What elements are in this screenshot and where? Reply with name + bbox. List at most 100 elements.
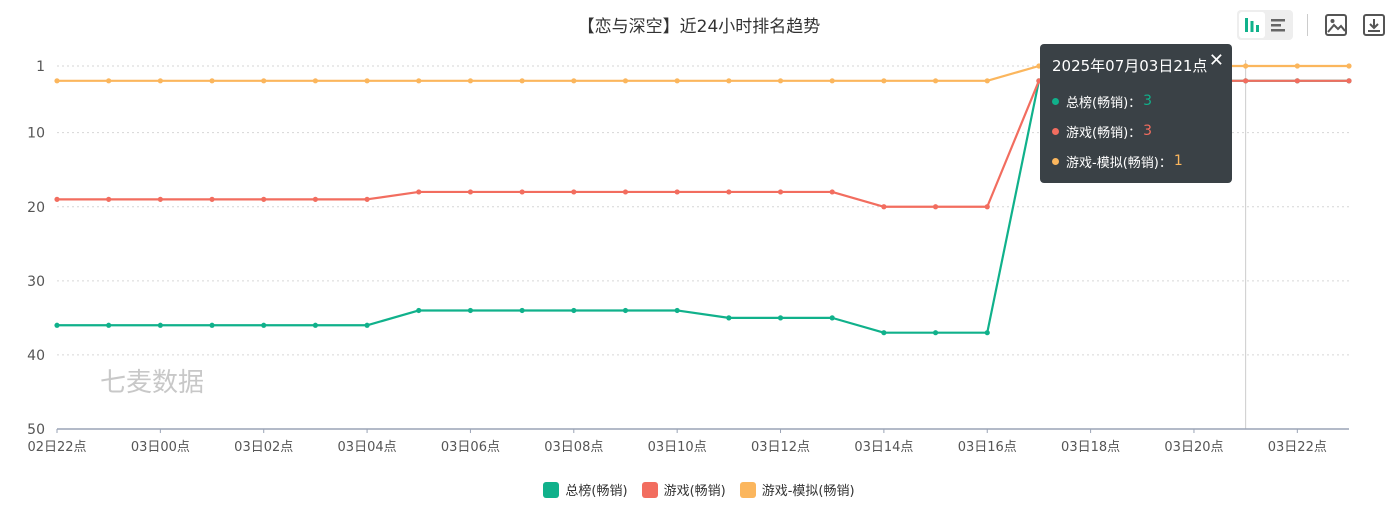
toolbar-divider <box>1307 14 1308 36</box>
data-point <box>1346 78 1352 84</box>
data-point <box>467 189 474 195</box>
data-point <box>364 196 370 202</box>
data-point <box>984 204 990 210</box>
data-point <box>416 307 422 314</box>
series-dot <box>1052 127 1059 135</box>
x-tick-label: 02日22点 <box>27 440 86 455</box>
data-point <box>467 78 474 84</box>
close-icon[interactable]: ✕ <box>1208 50 1224 71</box>
data-point <box>726 189 732 195</box>
x-tick-label: 03日02点 <box>234 440 293 455</box>
data-point <box>881 78 887 84</box>
chart-toolbar <box>1237 10 1388 40</box>
data-point <box>519 307 525 314</box>
y-tick-label: 20 <box>27 200 45 216</box>
tooltip-label: 游戏(畅销)： <box>1066 125 1142 141</box>
data-point <box>1294 78 1300 84</box>
data-point <box>312 78 318 84</box>
save-image-button[interactable] <box>1322 11 1350 39</box>
data-point <box>261 196 267 202</box>
y-tick-label: 50 <box>27 422 45 438</box>
x-tick-label: 03日16点 <box>958 440 1017 455</box>
tooltip-row: 游戏(畅销)： 3 <box>1052 116 1220 146</box>
data-point <box>674 307 680 314</box>
data-point <box>726 315 732 321</box>
view-toggle <box>1237 10 1293 40</box>
data-point <box>519 78 525 84</box>
download-button[interactable] <box>1360 11 1388 39</box>
data-point <box>932 78 939 84</box>
chart-title: 【恋与深空】近24小时排名趋势 <box>577 17 821 37</box>
legend-label: 总榜(畅销) <box>565 484 628 499</box>
data-point <box>932 204 939 210</box>
watermark: 七麦数据 <box>100 368 204 398</box>
data-point <box>54 196 60 202</box>
legend-swatch <box>543 481 560 498</box>
data-point <box>881 330 887 336</box>
data-point <box>1294 63 1300 69</box>
x-tick-label: 03日18点 <box>1061 440 1120 455</box>
data-point <box>519 189 525 195</box>
y-tick-label: 1 <box>36 59 45 75</box>
data-point <box>932 330 939 336</box>
data-point <box>416 78 422 84</box>
tooltip-row: 游戏-模拟(畅销)： 1 <box>1052 146 1220 176</box>
data-point <box>571 189 577 195</box>
data-point <box>829 315 835 321</box>
x-tick-label: 03日10点 <box>648 440 707 455</box>
data-point <box>829 189 835 195</box>
data-point <box>364 78 370 84</box>
x-tick-label: 03日06点 <box>441 440 500 455</box>
series-dot <box>1052 157 1059 165</box>
legend-swatch <box>739 481 756 498</box>
data-point <box>261 78 267 84</box>
data-point <box>571 78 577 84</box>
list-view-button[interactable] <box>1265 12 1291 38</box>
chart-legend: 总榜(畅销) 游戏(畅销) 游戏-模拟(畅销) <box>0 480 1398 499</box>
axes: 1 10 20 30 40 50 02日22点 03日00点 03日02点 03日04点 03日06… <box>27 59 1349 455</box>
x-tick-label: 03日14点 <box>854 440 913 455</box>
data-point <box>984 78 990 84</box>
data-point <box>571 307 577 314</box>
tooltip-label: 游戏-模拟(畅销)： <box>1066 155 1172 171</box>
data-point <box>777 315 784 321</box>
bar-chart-view-button[interactable] <box>1239 12 1265 38</box>
y-tick-label: 30 <box>27 274 45 290</box>
tooltip-value: 1 <box>1173 153 1183 169</box>
data-point <box>364 322 370 328</box>
data-point <box>622 189 629 195</box>
tooltip-title: 2025年07月03日21点 <box>1052 57 1208 75</box>
data-point <box>622 78 629 84</box>
tooltip-value: 3 <box>1143 93 1153 109</box>
tooltip-label: 总榜(畅销)： <box>1066 95 1142 111</box>
x-tick-label: 03日20点 <box>1164 440 1223 455</box>
data-tooltip: 2025年07月03日21点 ✕ 总榜(畅销)： 3 游戏(畅销)： 3 游戏-… <box>1040 44 1232 183</box>
data-point <box>209 78 215 84</box>
tooltip-value: 3 <box>1143 123 1153 139</box>
data-point <box>674 189 680 195</box>
legend-label: 游戏(畅销) <box>663 484 726 499</box>
x-tick-label: 03日12点 <box>751 440 810 455</box>
data-point <box>54 78 60 84</box>
data-point <box>777 189 784 195</box>
data-point <box>312 322 318 328</box>
data-point <box>106 196 112 202</box>
legend-item-total[interactable]: 总榜(畅销) <box>543 480 628 499</box>
data-point <box>209 322 215 328</box>
legend-item-game[interactable]: 游戏(畅销) <box>641 480 726 499</box>
data-point <box>467 307 474 314</box>
data-point <box>54 322 60 328</box>
tooltip-row: 总榜(畅销)： 3 <box>1052 86 1220 116</box>
data-point <box>777 78 784 84</box>
bar-chart-icon <box>1245 18 1259 32</box>
data-point <box>209 196 215 202</box>
data-point <box>106 78 112 84</box>
x-tick-label: 03日22点 <box>1268 440 1327 455</box>
data-point <box>622 307 629 314</box>
data-point <box>1346 63 1352 69</box>
data-point <box>829 78 835 84</box>
legend-item-game-sim[interactable]: 游戏-模拟(畅销) <box>739 480 855 499</box>
list-icon <box>1271 19 1285 32</box>
data-point <box>881 204 887 210</box>
x-tick-label: 03日00点 <box>131 440 190 455</box>
